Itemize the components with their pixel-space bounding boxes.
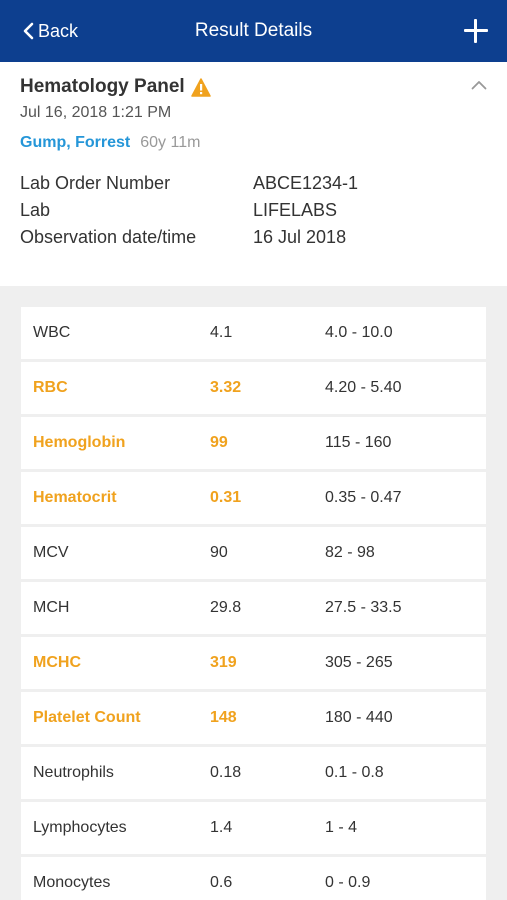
add-button plus-icon[interactable]	[463, 18, 489, 44]
result-name: Lymphocytes	[33, 819, 127, 836]
result-row[interactable]: Lymphocytes 1.4 1 - 4	[21, 802, 486, 854]
result-value: 0.31	[210, 489, 242, 506]
result-name: Neutrophils	[33, 764, 114, 781]
info-value: ABCE1234-1	[253, 173, 359, 193]
result-name: Hemoglobin	[33, 434, 126, 451]
info-label: Lab Order Number	[20, 173, 171, 193]
result-range: 0.35 - 0.47	[325, 489, 402, 506]
result-name: WBC	[33, 324, 71, 341]
back-label: Back	[38, 20, 79, 41]
chevron-left-icon	[23, 22, 34, 40]
info-label: Observation date/time	[20, 227, 197, 247]
result-value: 1.4	[210, 819, 233, 836]
result-row[interactable]: MCH 29.8 27.5 - 33.5	[21, 582, 486, 634]
result-row[interactable]: WBC 4.1 4.0 - 10.0	[21, 307, 486, 359]
panel-header: Hematology Panel Jul 16, 2018 1:21 PM Gu…	[0, 62, 507, 286]
result-row[interactable]: RBC 3.32 4.20 - 5.40	[21, 362, 486, 414]
result-row[interactable]: MCHC 319 305 - 265	[21, 637, 486, 689]
result-row[interactable]: Platelet Count 148 180 - 440	[21, 692, 486, 744]
result-value: 3.32	[210, 379, 242, 396]
result-value: 29.8	[210, 599, 242, 616]
result-row[interactable]: MCV 90 82 - 98	[21, 527, 486, 579]
info-row-lab: Lab LIFELABS	[20, 197, 487, 224]
navbar: Back Result Details	[0, 0, 507, 62]
result-name: MCV	[33, 544, 69, 561]
back-button[interactable]: Back	[22, 21, 78, 42]
patient-name-link[interactable]: Gump, Forrest	[20, 134, 131, 151]
result-range: 115 - 160	[325, 434, 392, 451]
result-value: 99	[210, 434, 228, 451]
info-value: LIFELABS	[253, 200, 338, 220]
result-value: 0.6	[210, 874, 233, 891]
result-range: 4.0 - 10.0	[325, 324, 393, 341]
result-value: 319	[210, 654, 237, 671]
result-name: RBC	[33, 379, 68, 396]
chevron-up-icon[interactable]	[471, 80, 487, 90]
result-range: 27.5 - 33.5	[325, 599, 402, 616]
result-value: 148	[210, 709, 237, 726]
result-range: 0 - 0.9	[325, 874, 371, 891]
result-value: 90	[210, 544, 228, 561]
lab-info: Lab Order Number ABCE1234-1 Lab LIFELABS…	[20, 170, 487, 251]
result-row[interactable]: Neutrophils 0.18 0.1 - 0.8	[21, 747, 486, 799]
info-row-order: Lab Order Number ABCE1234-1	[20, 170, 487, 197]
result-value: 0.18	[210, 764, 242, 781]
result-name: MCH	[33, 599, 70, 616]
result-name: Hematocrit	[33, 489, 117, 506]
panel-date: Jul 16, 2018 1:21 PM	[20, 104, 172, 121]
result-name: Platelet Count	[33, 709, 141, 726]
info-row-observation: Observation date/time 16 Jul 2018	[20, 224, 487, 251]
info-label: Lab	[20, 200, 51, 220]
result-range: 180 - 440	[325, 709, 393, 726]
result-name: MCHC	[33, 654, 81, 671]
result-range: 82 - 98	[325, 544, 375, 561]
result-value: 4.1	[210, 324, 233, 341]
result-row[interactable]: Monocytes 0.6 0 - 0.9	[21, 857, 486, 900]
result-range: 1 - 4	[325, 819, 358, 836]
info-value: 16 Jul 2018	[253, 227, 347, 247]
result-range: 0.1 - 0.8	[325, 764, 384, 781]
result-row[interactable]: Hemoglobin 99 115 - 160	[21, 417, 486, 469]
result-name: Monocytes	[33, 874, 111, 891]
patient-age: 60y 11m	[140, 134, 201, 151]
result-row[interactable]: Hematocrit 0.31 0.35 - 0.47	[21, 472, 486, 524]
results-list: WBC 4.1 4.0 - 10.0 RBC 3.32 4.20 - 5.40 Hemogl…	[0, 307, 507, 900]
panel-title: Hematology Panel	[20, 76, 185, 97]
warning-icon	[190, 77, 211, 97]
result-range: 4.20 - 5.40	[325, 379, 402, 396]
result-range: 305 - 265	[325, 654, 393, 671]
